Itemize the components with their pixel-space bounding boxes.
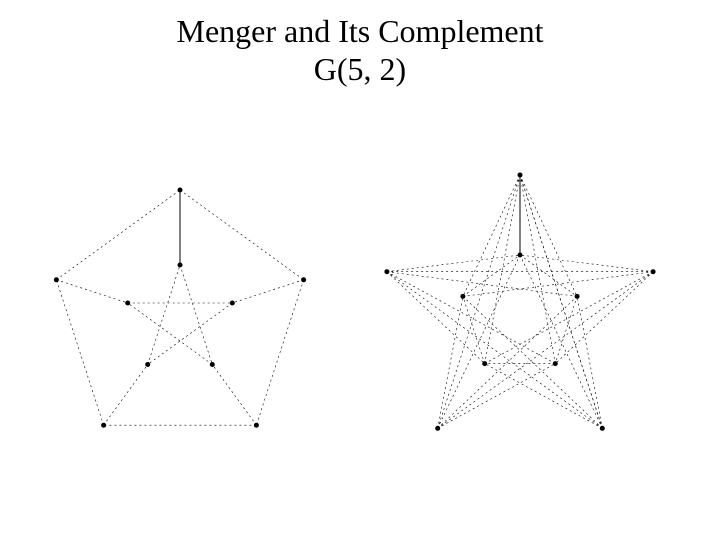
graph-node bbox=[518, 253, 523, 258]
graph-svg bbox=[0, 120, 720, 520]
graph-edge bbox=[463, 175, 520, 296]
graph-node bbox=[145, 362, 150, 367]
graph-node bbox=[54, 277, 59, 282]
graph-node bbox=[101, 423, 106, 428]
graph-area bbox=[0, 120, 720, 520]
graph-edge bbox=[148, 265, 180, 365]
graph-node bbox=[553, 361, 558, 366]
graph-node bbox=[600, 426, 605, 431]
graph-edge bbox=[256, 280, 303, 425]
graph-node bbox=[460, 294, 465, 299]
graph-edge bbox=[520, 175, 577, 296]
graph-edge bbox=[438, 272, 653, 429]
graph-node bbox=[482, 361, 487, 366]
graph-node bbox=[210, 362, 215, 367]
graph-node bbox=[301, 277, 306, 282]
graph-edge bbox=[438, 255, 520, 428]
graph-edge bbox=[438, 364, 556, 429]
graph-edge bbox=[387, 272, 555, 364]
graph-node bbox=[575, 294, 580, 299]
graph-node bbox=[518, 173, 523, 178]
graph-edge bbox=[485, 364, 603, 429]
graph-edge bbox=[555, 272, 653, 364]
graph-node bbox=[125, 301, 130, 306]
graph-edge bbox=[387, 272, 602, 429]
graph-edge bbox=[485, 175, 520, 364]
graph-node bbox=[178, 188, 183, 193]
graph-edge bbox=[520, 255, 602, 428]
graph-node bbox=[254, 423, 259, 428]
graph-edge bbox=[56, 280, 103, 425]
graph-edge bbox=[148, 303, 233, 365]
graph-node bbox=[651, 269, 656, 274]
graph-node bbox=[230, 301, 235, 306]
graph-edge bbox=[485, 272, 653, 364]
graph-edge bbox=[56, 190, 180, 280]
graph-edge bbox=[180, 265, 212, 365]
graph-edge bbox=[387, 272, 485, 364]
page-title: Menger and Its Complement G(5, 2) bbox=[0, 0, 720, 89]
title-line-1: Menger and Its Complement bbox=[0, 12, 720, 50]
title-line-2: G(5, 2) bbox=[0, 50, 720, 88]
graph-edge bbox=[128, 303, 213, 365]
graph-edge bbox=[56, 280, 127, 303]
graph-edge bbox=[520, 255, 653, 272]
graph-node bbox=[384, 269, 389, 274]
graph-edge bbox=[555, 296, 577, 363]
graph-node bbox=[178, 263, 183, 268]
graph-edge bbox=[438, 175, 520, 428]
graph-edge bbox=[232, 280, 303, 303]
graph-edge bbox=[463, 296, 485, 363]
graph-node bbox=[435, 426, 440, 431]
graph-edge bbox=[180, 190, 304, 280]
graph-edge bbox=[520, 175, 555, 364]
graph-edge bbox=[104, 365, 148, 426]
graph-edge bbox=[212, 365, 256, 426]
